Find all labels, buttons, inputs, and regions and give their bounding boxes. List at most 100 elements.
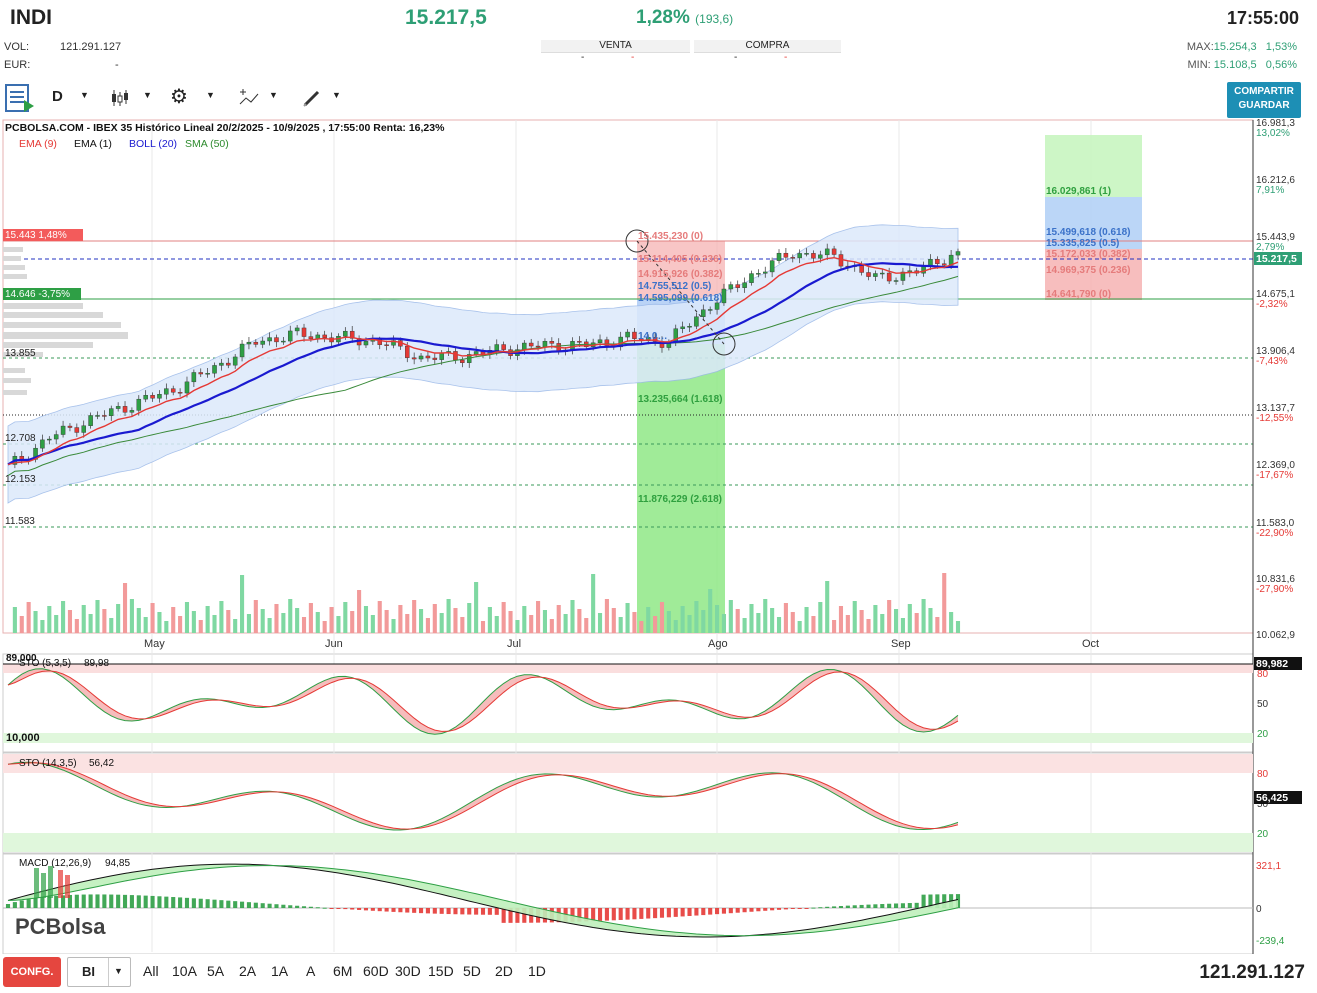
volume-bar [570, 600, 575, 633]
volume-bar [81, 605, 86, 633]
macd-hist-bar [122, 894, 128, 908]
config-button[interactable]: CONFG. [3, 957, 61, 987]
candle-body [473, 351, 479, 355]
macd-hist-bar [880, 904, 885, 908]
macd-tick: 321,1 [1256, 861, 1281, 872]
macd-label[interactable]: MACD (12,26,9) [19, 858, 91, 869]
share-save-button[interactable]: COMPARTIR GUARDAR [1227, 82, 1301, 118]
candles-icon[interactable] [110, 88, 130, 108]
indicators-icon[interactable] [238, 88, 260, 108]
macd-hist-bar [728, 908, 733, 914]
macd-hist-bar [838, 906, 844, 908]
candle-body [694, 316, 699, 327]
candle-body [873, 273, 878, 277]
month-label: Ago [708, 638, 728, 650]
period-1d[interactable]: 1D [528, 963, 546, 979]
indicators-chevron-icon[interactable]: ▼ [269, 90, 278, 100]
sell-qty: - [631, 52, 635, 63]
volume-bar [604, 599, 609, 633]
pct-tick: -17,67% [1256, 470, 1293, 481]
macd-hist-bar [673, 908, 678, 917]
macd-hist-bar [666, 908, 671, 918]
chart-title: PCBOLSA.COM - IBEX 35 Histórico Lineal 2… [5, 122, 445, 134]
period-all[interactable]: All [143, 963, 159, 979]
candle-body [680, 326, 685, 329]
fib-anchor-circle[interactable] [712, 332, 736, 356]
macd-hist-bar [776, 908, 782, 910]
level-label: 13.855 [5, 348, 36, 359]
volume-bar [907, 604, 912, 633]
volume-bar [529, 615, 534, 633]
volume-bar [40, 620, 45, 633]
fib-red-zone [637, 241, 725, 299]
period-a[interactable]: A [306, 963, 316, 979]
price-axis[interactable]: 16.981,3 16.212,6 15.443,9 14.675,1 13.9… [1256, 118, 1295, 641]
sto1-level: 80 [1257, 669, 1269, 680]
mode-select[interactable]: BI ▼ [67, 957, 131, 987]
period-chevron-icon[interactable]: ▼ [80, 90, 89, 100]
support-tag-label: 14.646 -3,75% [5, 289, 70, 300]
macd-hist-bar [226, 900, 231, 908]
pencil-icon[interactable] [302, 88, 322, 108]
chart-area[interactable]: May Jun Jul Ago Sep Oct 15.443 1,48% 14.… [0, 118, 1317, 954]
eur-label: EUR: [4, 59, 31, 71]
macd-tick: 0 [1256, 904, 1262, 915]
period-15d[interactable]: 15D [428, 963, 454, 979]
volume-bar [611, 608, 616, 633]
candle-body [880, 272, 885, 275]
legend-boll[interactable]: BOLL (20) [129, 138, 177, 150]
volume-bar [212, 615, 217, 633]
macd-hist-bar [439, 908, 444, 914]
candle-body [886, 272, 892, 282]
macd-hist-bar [33, 898, 38, 908]
max-value: 15.254,3 [1213, 41, 1257, 53]
sto1-label[interactable]: STO (5,3,5) [19, 658, 71, 669]
settings-chevron-icon[interactable]: ▼ [206, 90, 215, 100]
period-2a[interactable]: 2A [239, 963, 257, 979]
sto2-label[interactable]: STO (14,3,5) [19, 758, 77, 769]
price-tick: 13.137,7 [1256, 403, 1295, 414]
volume-bar [873, 605, 878, 633]
volume-bar [425, 618, 430, 633]
volume-bar [191, 611, 196, 633]
legend-sma50[interactable]: SMA (50) [185, 138, 229, 150]
macd-hist-bar [687, 908, 692, 916]
candle-body [226, 362, 231, 366]
period-60d[interactable]: 60D [363, 963, 389, 979]
candle-body [212, 365, 217, 374]
macd-value: 94,85 [105, 858, 130, 869]
candle-body [783, 252, 789, 258]
gear-icon[interactable]: ⚙ [170, 86, 188, 108]
chart-type-chevron-icon[interactable]: ▼ [143, 90, 152, 100]
volume-bar [226, 610, 231, 633]
max-info: MAX:15.254,3 1,53% [1187, 41, 1297, 53]
legend-ema9[interactable]: EMA (9) [19, 138, 57, 150]
volume-bar [102, 609, 107, 633]
period-30d[interactable]: 30D [395, 963, 421, 979]
draw-chevron-icon[interactable]: ▼ [332, 90, 341, 100]
volume-bar [157, 612, 162, 633]
fib-level-label: 15.435,230 (0) [638, 231, 703, 242]
fib-anchor-circle[interactable] [625, 229, 649, 253]
sto2-fill [8, 762, 958, 830]
period-5d[interactable]: 5D [463, 963, 481, 979]
macd-hist-bar [845, 905, 850, 908]
max-pct: 1,53% [1265, 41, 1297, 53]
fib-level-label: 15.114,405 (0.236) [638, 254, 722, 265]
candle-body [769, 260, 775, 273]
macd-hist-bar [852, 905, 857, 908]
volume-bar [363, 606, 369, 633]
period-selector[interactable]: D [52, 88, 63, 105]
document-icon[interactable] [4, 82, 36, 114]
macd-hist-bar [253, 902, 258, 908]
min-label: MIN: [1187, 59, 1211, 71]
period-6m[interactable]: 6M [333, 963, 353, 979]
candle-body [928, 259, 933, 266]
legend-ema1[interactable]: EMA (1) [74, 138, 112, 150]
period-2d[interactable]: 2D [495, 963, 513, 979]
volume-bar [322, 621, 327, 633]
period-1a[interactable]: 1A [271, 963, 289, 979]
period-10a[interactable]: 10A [172, 963, 197, 979]
candle-body [219, 362, 224, 366]
period-5a[interactable]: 5A [207, 963, 225, 979]
